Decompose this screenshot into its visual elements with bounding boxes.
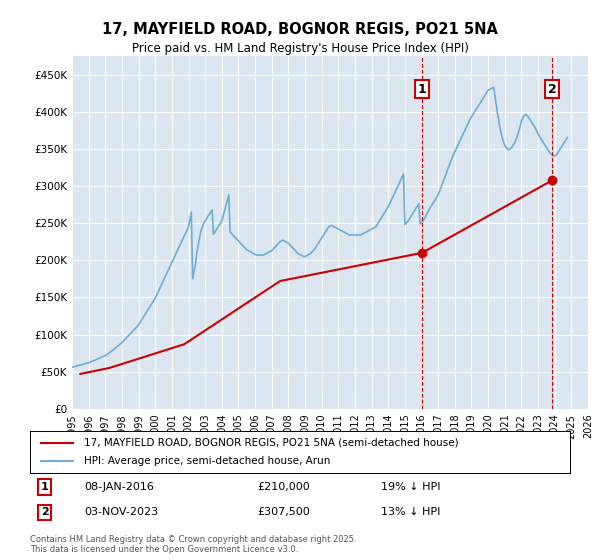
Text: 2: 2 (41, 507, 49, 517)
Text: 08-JAN-2016: 08-JAN-2016 (84, 482, 154, 492)
Text: Contains HM Land Registry data © Crown copyright and database right 2025.
This d: Contains HM Land Registry data © Crown c… (30, 535, 356, 554)
Text: 1: 1 (41, 482, 49, 492)
Text: 19% ↓ HPI: 19% ↓ HPI (381, 482, 440, 492)
Text: £210,000: £210,000 (257, 482, 310, 492)
Text: 2: 2 (548, 83, 556, 96)
Text: 17, MAYFIELD ROAD, BOGNOR REGIS, PO21 5NA: 17, MAYFIELD ROAD, BOGNOR REGIS, PO21 5N… (102, 22, 498, 38)
Text: 1: 1 (418, 83, 427, 96)
Text: 13% ↓ HPI: 13% ↓ HPI (381, 507, 440, 517)
Text: 03-NOV-2023: 03-NOV-2023 (84, 507, 158, 517)
Text: Price paid vs. HM Land Registry's House Price Index (HPI): Price paid vs. HM Land Registry's House … (131, 42, 469, 55)
Text: 17, MAYFIELD ROAD, BOGNOR REGIS, PO21 5NA (semi-detached house): 17, MAYFIELD ROAD, BOGNOR REGIS, PO21 5N… (84, 438, 458, 448)
Text: HPI: Average price, semi-detached house, Arun: HPI: Average price, semi-detached house,… (84, 456, 331, 466)
Text: £307,500: £307,500 (257, 507, 310, 517)
